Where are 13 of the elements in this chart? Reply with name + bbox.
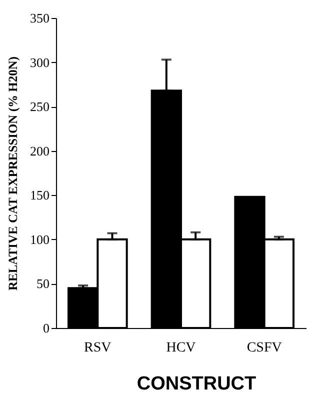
x-tick-label: RSV bbox=[84, 340, 112, 356]
y-tick-label: 100 bbox=[30, 232, 50, 247]
x-axis-title: CONSTRUCT bbox=[136, 374, 257, 394]
y-tick-label: 350 bbox=[30, 10, 50, 26]
y-tick-label: 150 bbox=[30, 188, 50, 203]
x-tick-label: CSFV bbox=[246, 340, 282, 356]
y-tick-label: 0 bbox=[43, 320, 50, 336]
y-axis-title: RELATIVE CAT EXPRESSION (% H20N) bbox=[6, 56, 20, 291]
y-tick-label: 250 bbox=[30, 99, 50, 114]
y-tick-label: 50 bbox=[36, 276, 50, 292]
x-tick-label: HCV bbox=[166, 340, 196, 356]
y-tick-label: 300 bbox=[30, 54, 50, 70]
y-tick-label: 200 bbox=[30, 143, 50, 158]
